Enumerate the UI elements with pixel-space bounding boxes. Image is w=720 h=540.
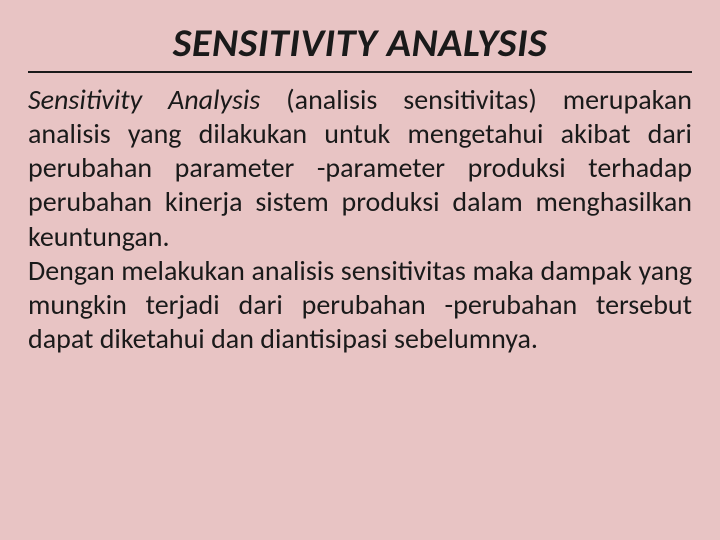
paragraph-1: Sensitivity Analysis (analisis sensitivi…	[28, 83, 692, 254]
slide-container: SENSITIVITY ANALYSIS Sensitivity Analysi…	[0, 0, 720, 540]
slide-body: Sensitivity Analysis (analisis sensitivi…	[28, 83, 692, 356]
paragraph-1-lead: Sensitivity Analysis	[28, 82, 260, 117]
slide-title: SENSITIVITY ANALYSIS	[28, 18, 692, 67]
paragraph-2: Dengan melakukan analisis sensitivitas m…	[28, 254, 692, 356]
title-block: SENSITIVITY ANALYSIS	[28, 18, 692, 73]
